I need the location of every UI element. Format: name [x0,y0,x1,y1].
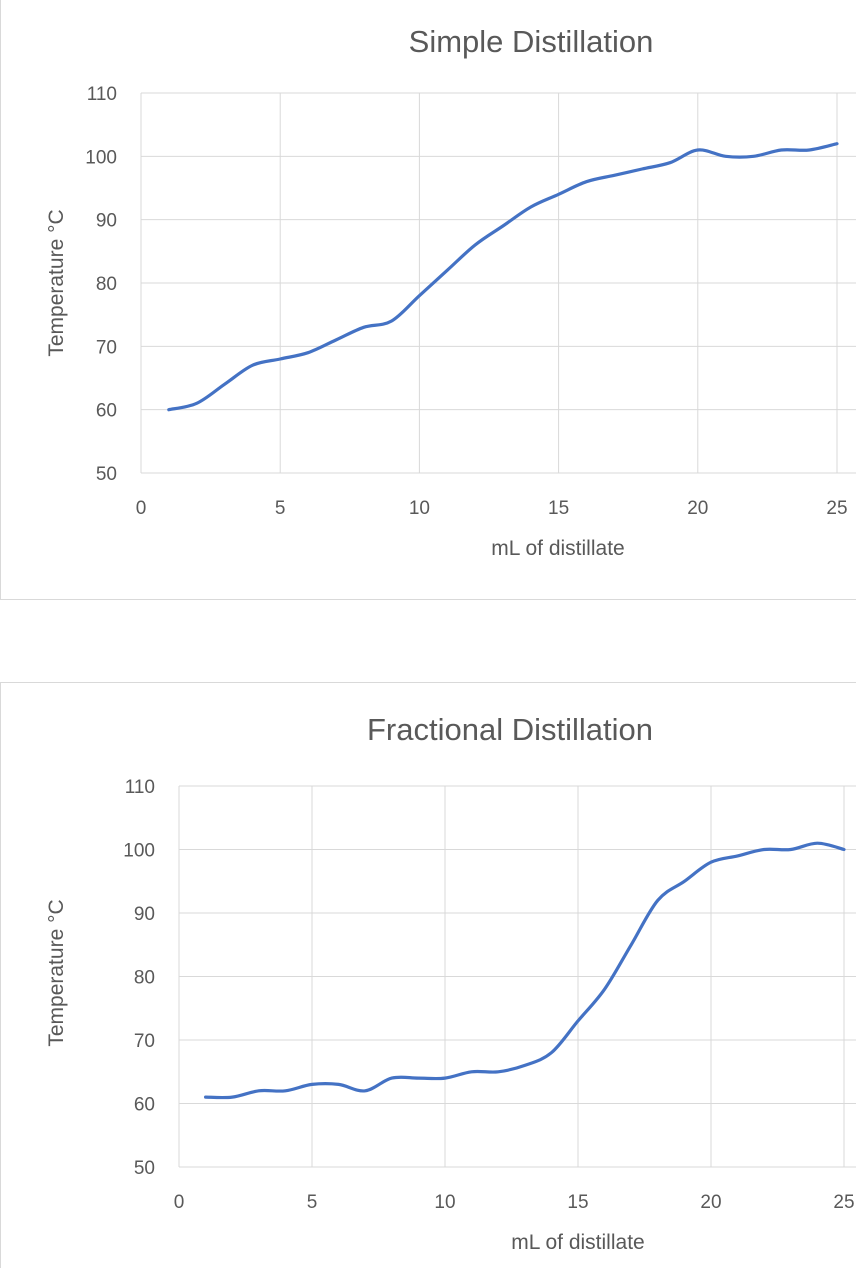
y-tick-label: 100 [123,841,155,862]
y-axis-title: Temperature °C [45,899,68,1046]
chart-fractional-distillation: Fractional Distillation 50 60 70 80 90 100 110… [0,682,856,1268]
x-tick-labels: 0 5 10 15 20 25 [174,1192,855,1213]
x-tick-label: 0 [174,1192,185,1213]
x-tick-label: 20 [700,1192,721,1213]
x-axis-title: mL of distillate [511,1231,644,1254]
x-tick-label: 5 [275,498,286,519]
y-tick-label: 50 [134,1158,155,1179]
x-tick-labels: 0 5 10 15 20 25 [136,498,848,519]
series-line [167,142,839,412]
grid-lines [140,92,856,474]
x-tick-label: 5 [307,1192,318,1213]
chart-title: Fractional Distillation [367,712,653,747]
x-tick-label: 25 [826,498,847,519]
x-tick-label: 20 [687,498,708,519]
y-tick-labels: 50 60 70 80 90 100 110 [85,84,117,485]
x-tick-label: 15 [567,1192,588,1213]
y-tick-label: 70 [96,337,117,358]
y-tick-label: 110 [87,84,117,105]
x-tick-label: 25 [833,1192,854,1213]
chart-simple-distillation-svg: Simple Distillation 50 60 70 80 90 100 110 0 5 1… [0,0,856,600]
y-tick-label: 60 [96,401,117,422]
y-tick-label: 80 [96,274,117,295]
x-tick-label: 10 [434,1192,455,1213]
series-line [204,841,846,1100]
y-tick-labels: 50 60 70 80 90 100 110 [123,777,155,1179]
y-tick-label: 70 [134,1031,155,1052]
y-tick-label: 90 [134,904,155,925]
chart-fractional-distillation-svg: Fractional Distillation 5060708090100110… [0,682,856,1268]
y-axis-title: Temperature °C [45,209,68,356]
y-tick-label: 50 [96,464,117,485]
y-tick-label: 60 [134,1095,155,1116]
x-tick-label: 10 [409,498,430,519]
x-tick-label: 15 [548,498,569,519]
x-tick-label: 0 [136,498,147,519]
y-tick-label: 110 [125,777,155,798]
chart-simple-distillation: Simple Distillation 50 60 70 80 90 100 110 0 5 1… [0,0,856,600]
y-tick-label: 90 [96,211,117,232]
y-tick-label: 100 [85,147,117,168]
grid-lines [178,785,856,1168]
y-tick-label: 80 [134,968,155,989]
x-axis-title: mL of distillate [491,537,624,560]
chart-title: Simple Distillation [409,24,654,59]
